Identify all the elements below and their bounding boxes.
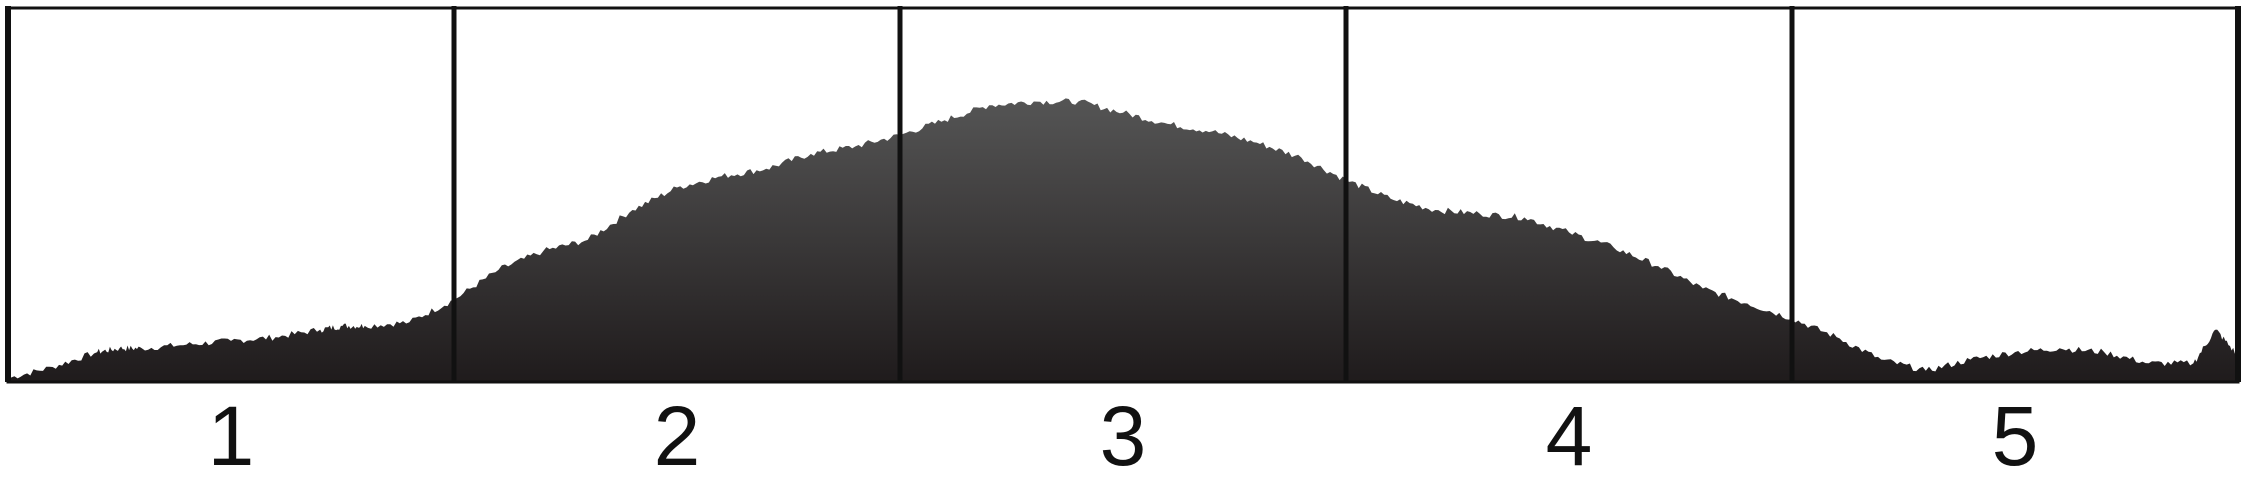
zone-label-4: 4: [1546, 389, 1593, 480]
area-series: [8, 98, 2238, 383]
zone-label-1: 1: [208, 389, 255, 480]
zone-label-5: 5: [1992, 389, 2039, 480]
zone-label-3: 3: [1100, 389, 1147, 480]
zone-label-2: 2: [654, 389, 701, 480]
